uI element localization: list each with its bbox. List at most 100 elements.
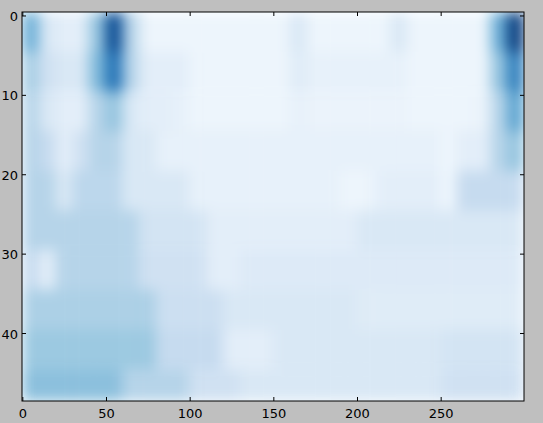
heat-cell [273,52,290,92]
heat-cell [173,131,190,171]
heat-cell [373,250,390,290]
heat-cell [189,91,206,131]
heat-cell [273,91,290,131]
heat-cell [39,290,56,330]
x-tick-label: 50 [98,406,115,421]
heat-cell [290,12,307,52]
heat-cell [139,91,156,131]
heat-cell [306,210,323,250]
heat-cell [373,91,390,131]
heat-cell [106,369,123,401]
heat-cell [156,131,173,171]
heat-cell [223,330,240,370]
x-tick-top [190,12,191,16]
heat-cell [323,12,340,52]
heat-cell [474,131,491,171]
heat-cell [273,171,290,211]
heat-cell [390,52,407,92]
heat-cell [39,210,56,250]
heat-cell [491,290,508,330]
heat-cell [189,290,206,330]
heat-cell [256,210,273,250]
heat-cell [122,91,139,131]
heat-cell [340,171,357,211]
heat-cell [390,290,407,330]
heat-cell [156,290,173,330]
heat-cell [273,290,290,330]
heat-cell [474,290,491,330]
heat-cell [290,330,307,370]
heat-cell [72,369,89,401]
heat-cell [507,171,524,211]
heat-cell [55,171,72,211]
heat-cell [440,12,457,52]
y-tick [22,333,26,334]
heat-cell [173,290,190,330]
heat-cell [340,210,357,250]
y-tick-label: 10 [1,88,18,103]
heat-cell [55,330,72,370]
y-tick-right [520,254,524,255]
heat-cell [206,91,223,131]
heat-cell [240,171,257,211]
chart-root: 050100150200250010203040 [0,0,543,423]
heat-cell [306,290,323,330]
heat-cell [273,210,290,250]
heat-cell [55,210,72,250]
heat-cell [139,250,156,290]
heat-cell [156,171,173,211]
heat-cell [474,210,491,250]
x-tick-label: 150 [261,406,286,421]
heat-cell [206,250,223,290]
heat-cell [407,52,424,92]
y-tick [22,254,26,255]
heat-cell [323,210,340,250]
heat-cell [306,171,323,211]
heat-cell [240,369,257,401]
heat-cell [72,250,89,290]
heat-cell [357,91,374,131]
heat-cell [323,330,340,370]
heat-cell [457,91,474,131]
cells-clip [22,12,524,401]
heat-cell [55,52,72,92]
heat-cell [457,12,474,52]
y-tick-right [520,333,524,334]
heat-cell [89,290,106,330]
heat-cell [256,290,273,330]
heat-cell [256,12,273,52]
heat-cell [323,369,340,401]
heat-cell [72,290,89,330]
heat-cell [306,330,323,370]
heat-cell [156,330,173,370]
heat-cell [173,12,190,52]
heat-cell [357,52,374,92]
heat-cell [407,290,424,330]
heat-cell [223,250,240,290]
heat-cell [206,171,223,211]
x-tick [273,397,274,401]
y-tick-label: 0 [10,9,18,24]
heat-cell [22,131,39,171]
heat-cell [122,290,139,330]
heat-cell [491,250,508,290]
heat-cell [223,290,240,330]
heat-cell [507,330,524,370]
heat-cell [89,250,106,290]
heat-cell [89,12,106,52]
heat-cell [407,210,424,250]
heat-cell [240,250,257,290]
heat-cell [424,12,441,52]
heat-cell [39,131,56,171]
heat-cell [440,369,457,401]
heat-cell [173,171,190,211]
heat-cell [507,369,524,401]
heat-cell [491,171,508,211]
heat-cell [507,91,524,131]
heat-cell [106,210,123,250]
heat-cell [474,171,491,211]
heat-cell [390,250,407,290]
heat-cell [39,52,56,92]
heat-cell [189,250,206,290]
heat-cell [424,369,441,401]
